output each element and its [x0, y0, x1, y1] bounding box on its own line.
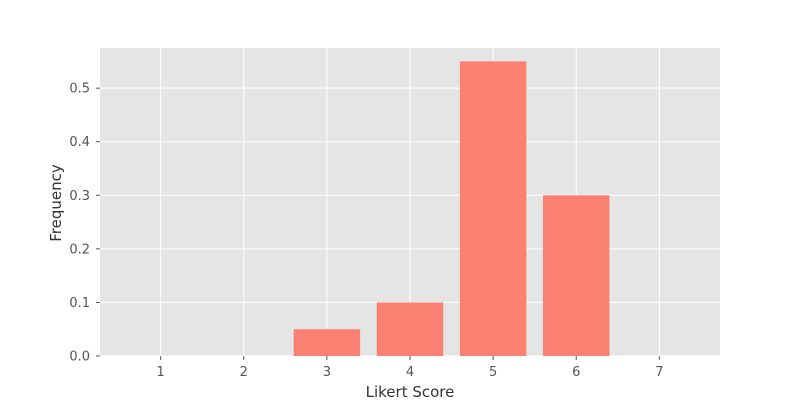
grid-lines: [100, 48, 720, 357]
y-tick-label: 0.5: [69, 82, 90, 97]
x-tick-label: 7: [655, 365, 663, 380]
x-tick-label: 1: [157, 365, 165, 380]
x-tick-label: 2: [240, 365, 248, 380]
y-tick-label: 0.3: [69, 189, 90, 204]
y-tick-label: 0.0: [69, 350, 90, 365]
x-tick-label: 3: [323, 365, 331, 380]
y-tick-label: 0.4: [69, 135, 90, 150]
tick-labels: 1 2 3 4 5 6 7 0.0 0.1 0.2 0.3 0.4 0.5: [69, 82, 663, 380]
ticks: [96, 87, 660, 360]
y-tick-label: 0.1: [69, 296, 90, 311]
y-axis-label: Frequency: [47, 164, 65, 242]
x-tick-label: 6: [572, 365, 580, 380]
x-tick-label: 5: [489, 365, 497, 380]
x-axis-label: Likert Score: [366, 383, 455, 400]
bar-score-4: [376, 302, 444, 356]
y-tick-label: 0.2: [69, 242, 90, 257]
bar-score-5: [459, 61, 527, 357]
x-tick-label: 4: [406, 365, 414, 380]
bar-score-6: [542, 195, 610, 356]
bar-score-3: [293, 329, 361, 356]
bars: [293, 61, 610, 357]
